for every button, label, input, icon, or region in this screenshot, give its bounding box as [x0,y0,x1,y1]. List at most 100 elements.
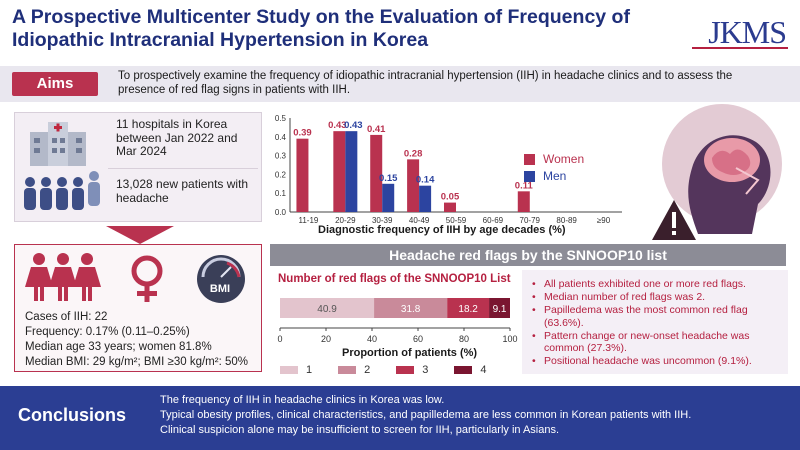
bar-men [382,183,395,212]
aims-section [0,66,800,102]
x-tick-label: 70-79 [520,216,541,225]
bar-women [296,138,309,212]
x-tick-label: 80 [459,334,469,344]
x-tick-label: 80-89 [556,216,577,225]
conclusion-line: Typical obesity profiles, clinical chara… [160,409,692,421]
red-flags-findings: All patients exhibited one or more red f… [522,270,788,374]
hospital-icon [30,122,86,166]
segment-label: 9.1 [493,304,507,315]
rf-legend-label: 3 [422,364,429,376]
bar-women [517,191,530,212]
rf-legend-swatch [280,366,298,374]
red-flags-chart: 40.9 31.8 18.2 9.1 0 20 40 60 80 100 [277,298,518,344]
data-label-women: 0.05 [441,192,460,203]
rf-legend-label: 2 [364,364,371,376]
finding-item: Pattern change or new-onset headache was… [532,330,780,354]
data-label-women: 0.39 [293,128,312,139]
bmi-icon-text: BMI [209,283,231,295]
data-label-women: 0.43 [328,120,347,131]
journal-logo: JKMS [708,14,787,50]
female-symbol-icon [131,255,163,302]
data-label-women: 0.41 [367,124,386,135]
data-label-women: 0.28 [404,148,423,159]
cases-frequency: Frequency: 0.17% (0.11–0.25%) [25,326,190,338]
aims-text: To prospectively examine the frequency o… [118,70,733,96]
bar-men [345,131,358,212]
data-label-men: 0.14 [416,175,435,186]
stack-segment [447,298,490,318]
rf-legend-swatch [454,366,473,374]
chart-legend: Women Men [524,152,584,186]
bar-men [419,185,432,212]
x-tick-label: 50-59 [446,216,467,225]
segment-label: 40.9 [317,304,337,315]
legend-swatch-men [524,170,535,182]
x-tick-label: 30-39 [372,216,393,225]
y-tick-label: 0.2 [275,170,287,179]
y-tick-label: 0.5 [275,114,287,123]
rf-legend-item: 1 [280,364,312,376]
x-tick-label: 20 [321,334,331,344]
flow-arrow-icon [106,226,174,244]
stack-segment [280,298,375,318]
x-tick-label: 60-69 [483,216,504,225]
rf-legend-item: 2 [338,364,370,376]
finding-item: Median number of red flags was 2. [532,291,780,303]
x-tick-label: 11-19 [299,216,319,225]
finding-item: All patients exhibited one or more red f… [532,278,780,290]
x-tick-label: 100 [502,334,517,344]
y-tick-label: 0.0 [275,208,287,217]
cases-age-sex: Median age 33 years; women 81.8% [25,341,212,353]
rf-legend-swatch [396,366,415,374]
bar-women [370,134,383,212]
x-tick-label: ≥90 [597,216,611,225]
red-flags-x-axis-label: Proportion of patients (%) [342,347,478,359]
x-tick-label: 60 [413,334,423,344]
conclusion-line: The frequency of IIH in headache clinics… [160,394,445,406]
headache-head-icon [652,104,782,240]
data-label-men: 0.43 [344,120,363,131]
segment-label: 31.8 [401,304,421,315]
cases-bmi: Median BMI: 29 kg/m²; BMI ≥30 kg/m²: 50% [25,356,248,368]
rf-legend-swatch [338,366,357,374]
finding-item: Positional headache was uncommon (9.1%). [532,355,780,367]
bmi-gauge-icon [197,255,245,303]
rf-legend-label: 4 [480,364,487,376]
segment-label: 18.2 [458,304,478,315]
rf-legend-item: 4 [454,364,487,376]
patients-text: 13,028 new patients with headache [116,177,249,205]
logo-underline [692,47,788,49]
chart-x-axis-label: Diagnostic frequency of IIH by age decad… [318,224,566,236]
legend-label-men: Men [543,169,567,183]
cases-panel: BMI Cases of IIH: 22 Frequency: 0.17% (0… [14,244,262,372]
hospitals-text: 11 hospitals in Korea between Jan 2022 a… [116,117,238,158]
rf-legend-label: 1 [306,364,313,376]
legend-item-men: Men [524,169,584,183]
red-flags-legend: 1 2 3 4 [280,364,513,376]
y-tick-label: 0.4 [275,133,287,142]
data-label-women: 0.11 [515,180,534,191]
y-tick-label: 0.3 [275,152,287,161]
divider [108,168,258,169]
rf-legend-item: 3 [396,364,428,376]
finding-item: Papilledema was the most common red flag… [532,304,780,328]
cases-count: Cases of IIH: 22 [25,311,108,323]
bar-women [333,131,346,212]
bar-women [407,159,420,212]
aims-label: Aims [12,72,98,96]
stack-segment [374,298,448,318]
x-tick-label: 0 [277,334,282,344]
patients-crowd-icon [24,171,100,210]
y-tick-label: 0.1 [275,189,287,198]
bar-women [444,202,456,212]
legend-label-women: Women [543,152,585,166]
x-tick-label: 40 [367,334,377,344]
women-figures-icon [25,253,245,303]
x-tick-label: 20-29 [335,216,356,225]
data-label-men: 0.15 [379,173,398,184]
legend-swatch-women [524,153,535,165]
page-title: A Prospective Multicenter Study on the E… [12,6,630,51]
conclusions-label: Conclusions [18,405,127,425]
red-flags-chart-title: Number of red flags of the SNNOOP10 List [278,273,511,285]
x-tick-label: 40-49 [409,216,430,225]
